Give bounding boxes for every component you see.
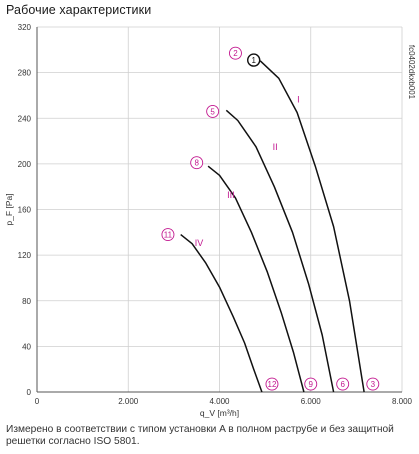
markers: 2 1 5 8 11 12 9 6 3 <box>161 46 380 391</box>
measurement-note: Измерено в соответствии с типом установк… <box>6 424 394 447</box>
marker-label: 12 <box>268 380 277 389</box>
y-tick-label: 0 <box>27 388 32 397</box>
curves <box>180 58 365 393</box>
marker-circle <box>336 377 350 391</box>
curve-label-i: I <box>297 94 300 104</box>
y-tick-label: 280 <box>18 69 32 78</box>
axes <box>36 27 402 393</box>
tick-labels: 0 2.000 4.000 6.000 8.0000408012016020024028… <box>18 23 413 406</box>
curve-ii <box>225 109 335 393</box>
marker-circle <box>190 156 204 170</box>
page-title: Рабочие характеристики <box>6 3 152 17</box>
y-tick-label: 160 <box>18 206 32 215</box>
curve-label-iv: IV <box>195 238 204 248</box>
marker-circle <box>366 377 380 391</box>
marker-8: 8 <box>190 156 204 170</box>
marker-label: 2 <box>233 49 238 58</box>
marker-2: 2 <box>229 46 242 60</box>
marker-11: 11 <box>161 228 175 242</box>
performance-chart: 0 2.000 4.000 6.000 8.0000408012016020024028… <box>4 23 416 418</box>
marker-9: 9 <box>304 377 318 391</box>
chart-code: fc0402dkxb001 <box>407 45 416 100</box>
marker-label: 6 <box>340 380 345 389</box>
marker-label: 5 <box>210 107 215 116</box>
x-tick-label: 6.000 <box>301 397 322 406</box>
marker-circle <box>247 53 261 67</box>
y-tick-label: 200 <box>18 160 32 169</box>
x-axis-label: q_V [m³/h] <box>200 408 239 418</box>
marker-12: 12 <box>265 377 279 391</box>
marker-circle <box>161 228 175 242</box>
x-tick-label: 8.000 <box>392 397 413 406</box>
curve-label-ii: II <box>273 142 278 152</box>
y-tick-label: 80 <box>22 297 31 306</box>
marker-3: 3 <box>366 377 380 391</box>
marker-circle <box>206 104 220 118</box>
marker-label: 9 <box>309 380 314 389</box>
curve-label-iii: III <box>227 190 235 200</box>
marker-circle <box>229 46 242 60</box>
marker-1: 1 <box>247 53 261 67</box>
y-tick-label: 40 <box>22 342 31 351</box>
curve-iii <box>207 165 305 393</box>
x-tick-label: 4.000 <box>209 397 230 406</box>
marker-label: 3 <box>371 380 376 389</box>
marker-label: 8 <box>194 159 199 168</box>
marker-6: 6 <box>336 377 350 391</box>
x-tick-label: 2.000 <box>118 397 139 406</box>
curve-iv <box>180 234 263 393</box>
y-tick-label: 120 <box>18 251 32 260</box>
marker-circle <box>304 377 318 391</box>
marker-5: 5 <box>206 104 220 118</box>
marker-label: 11 <box>164 231 173 240</box>
y-axis-label: p_F [Pa] <box>4 193 14 225</box>
x-tick-label: 0 <box>35 397 40 406</box>
marker-label: 1 <box>251 56 256 65</box>
grid <box>37 26 403 392</box>
y-tick-label: 240 <box>18 114 32 123</box>
y-tick-label: 320 <box>18 23 32 32</box>
curve-i <box>253 58 365 393</box>
marker-circle <box>265 377 279 391</box>
